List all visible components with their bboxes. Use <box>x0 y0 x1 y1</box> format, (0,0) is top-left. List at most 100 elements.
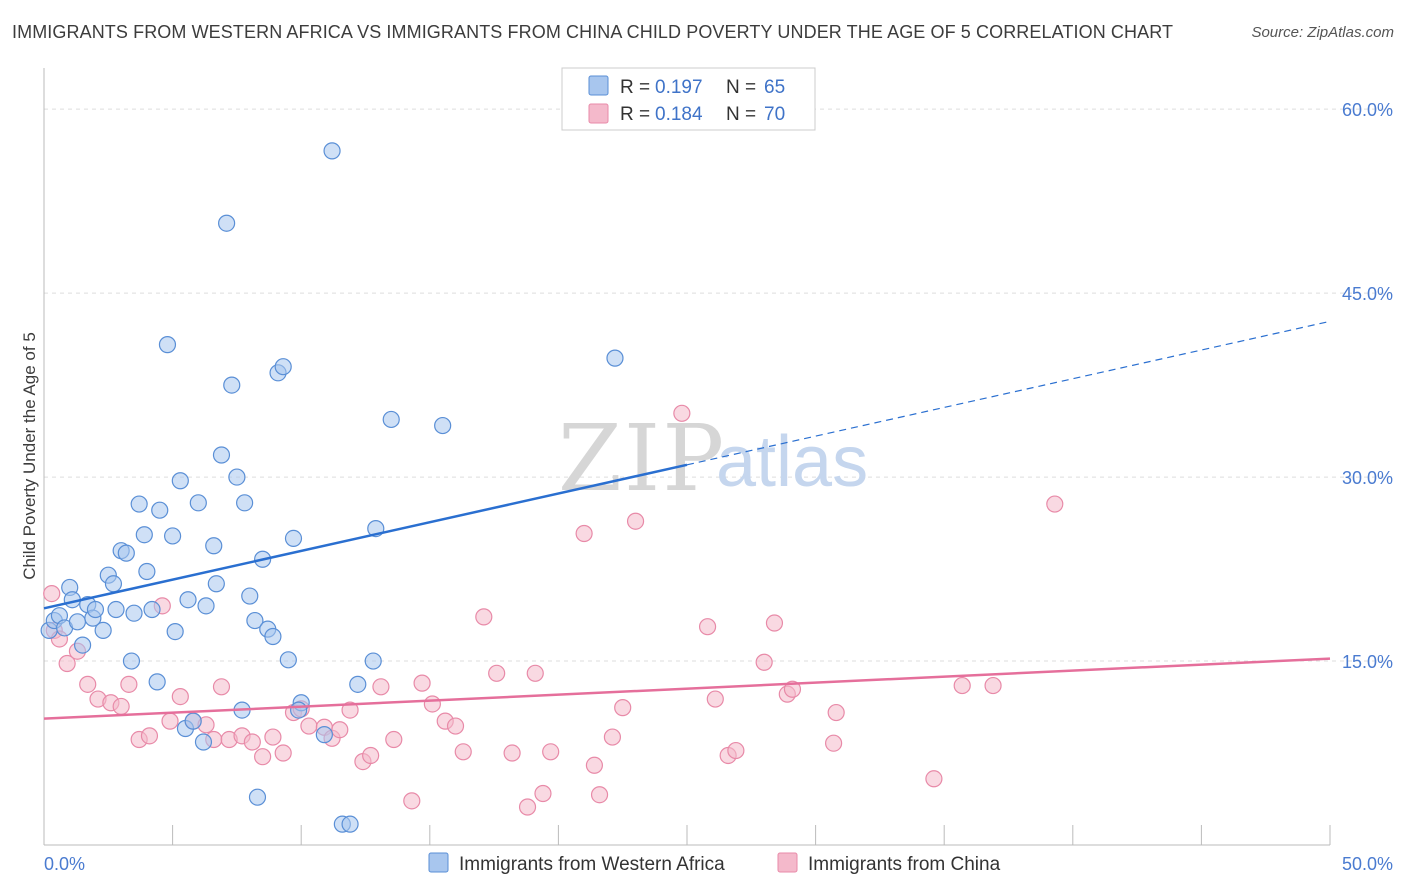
china-point <box>503 744 521 762</box>
western-africa-point <box>138 562 156 581</box>
china-point <box>140 727 159 745</box>
western-africa-point <box>179 591 197 609</box>
western-africa-point <box>171 472 189 490</box>
western-africa-point <box>274 358 292 376</box>
western-africa-point <box>228 468 246 486</box>
china-point <box>362 746 380 765</box>
series-legend: Immigrants from Western Africa Immigrant… <box>428 852 1001 875</box>
chart-title: IMMIGRANTS FROM WESTERN AFRICA VS IMMIGR… <box>12 22 1174 42</box>
china-point <box>112 697 130 716</box>
western-africa-point <box>194 733 213 751</box>
china-point <box>413 674 431 692</box>
china-point <box>446 717 465 735</box>
china-point <box>614 699 632 717</box>
legend-r-label-a: R = <box>620 77 650 98</box>
western-africa-point <box>205 537 223 555</box>
western-africa-point <box>125 604 143 622</box>
legend-n-label-a: N = <box>726 77 756 98</box>
china-point <box>161 712 179 730</box>
western-africa-point <box>279 651 297 669</box>
bottom-legend-swatch-western-africa <box>428 852 449 873</box>
western-africa-point <box>284 529 303 548</box>
china-point <box>475 608 493 626</box>
western-africa-point <box>130 495 148 513</box>
china-point <box>590 786 609 804</box>
western-africa-point <box>117 544 135 562</box>
x-tick-label-min: 0.0% <box>44 854 85 874</box>
western-africa-point <box>290 701 308 719</box>
western-africa-point <box>135 526 153 544</box>
china-point <box>243 733 261 751</box>
bottom-legend-label-china: Immigrants from China <box>808 854 1001 875</box>
china-point <box>264 728 282 746</box>
china-point <box>1046 495 1064 513</box>
western-africa-point <box>323 142 341 160</box>
china-point <box>403 792 421 810</box>
western-africa-trend-extension <box>686 320 1331 466</box>
y-tick-label: 30.0% <box>1342 468 1393 488</box>
western-africa-point <box>184 712 202 730</box>
western-africa-point <box>197 597 215 615</box>
legend-r-value-a: 0.197 <box>655 77 703 98</box>
china-point <box>575 524 593 543</box>
china-point <box>526 664 544 682</box>
western-africa-point <box>223 376 241 394</box>
china-point <box>706 690 724 708</box>
western-africa-point <box>264 627 282 646</box>
china-point <box>673 404 691 422</box>
china-point <box>585 756 604 774</box>
china-points <box>43 404 1064 816</box>
china-point <box>43 584 61 603</box>
western-africa-point <box>73 636 92 654</box>
western-africa-point <box>164 527 182 545</box>
western-africa-point <box>207 575 225 593</box>
western-africa-point <box>212 446 231 464</box>
china-point <box>953 676 971 695</box>
western-africa-point <box>122 652 141 670</box>
western-africa-point <box>341 815 359 833</box>
western-africa-point <box>94 621 112 639</box>
china-point <box>727 741 745 760</box>
china-trend-line <box>43 657 1331 720</box>
western-africa-point <box>606 349 624 367</box>
china-point <box>518 798 537 816</box>
china-point <box>626 512 645 530</box>
correlation-legend: R = 0.197 N = 65 R = 0.184 N = 70 <box>561 67 816 131</box>
western-africa-point <box>382 410 400 429</box>
china-point <box>765 614 784 632</box>
china-point <box>120 675 138 693</box>
china-point <box>534 784 552 803</box>
china-point <box>755 653 773 671</box>
western-africa-point <box>68 613 87 631</box>
china-point <box>171 688 189 706</box>
gridlines <box>44 108 1393 662</box>
legend-n-label-b: N = <box>726 104 756 125</box>
legend-r-label-b: R = <box>620 104 650 125</box>
china-point <box>542 743 560 761</box>
china-point <box>825 734 843 752</box>
y-tick-label: 15.0% <box>1342 652 1393 672</box>
china-point <box>603 728 622 746</box>
legend-swatch-china <box>588 103 609 124</box>
western-africa-point <box>143 600 161 619</box>
x-tick-marks <box>172 825 1331 845</box>
x-tick-label-max: 50.0% <box>1342 854 1393 874</box>
western-africa-point <box>189 494 207 512</box>
china-point <box>454 743 472 761</box>
legend-n-value-b: 70 <box>764 104 785 125</box>
watermark: ZIP atlas <box>558 405 868 512</box>
source-label: Source: ZipAtlas.com <box>1251 24 1394 41</box>
china-point <box>925 770 943 788</box>
watermark-zip: ZIP <box>558 405 726 512</box>
china-point <box>254 748 272 766</box>
western-africa-point <box>218 214 236 232</box>
western-africa-point <box>364 652 382 670</box>
china-point <box>274 744 292 762</box>
china-point <box>341 701 359 719</box>
china-point <box>212 678 231 696</box>
western-africa-trend-line <box>43 463 688 610</box>
bottom-legend-label-western-africa: Immigrants from Western Africa <box>459 854 725 875</box>
western-africa-point <box>86 600 105 619</box>
legend-r-value-b: 0.184 <box>655 104 703 125</box>
y-tick-labels: 15.0% 30.0% 45.0% 60.0% <box>1342 100 1393 672</box>
